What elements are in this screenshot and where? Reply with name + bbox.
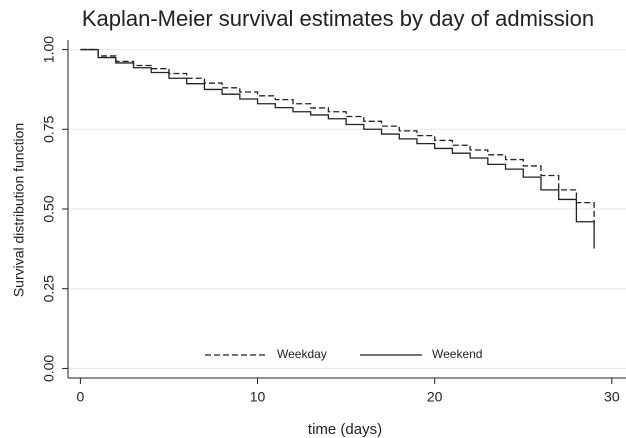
legend-label: Weekend <box>432 347 482 361</box>
y-tick-label: 1.00 <box>41 36 57 63</box>
survival-line <box>80 48 595 249</box>
survival-line <box>80 48 595 225</box>
chart-title: Kaplan-Meier survival estimates by day o… <box>82 6 594 31</box>
x-tick-label: 30 <box>604 389 620 405</box>
y-axis-label: Survival distribution function <box>11 123 27 297</box>
y-tick-label: 0.75 <box>41 115 57 142</box>
y-tick-label: 0.50 <box>41 195 57 222</box>
x-tick-label: 0 <box>77 389 85 405</box>
x-tick-label: 10 <box>250 389 266 405</box>
legend-label: Weekday <box>277 347 327 361</box>
y-tick-label: 0.00 <box>41 355 57 382</box>
x-axis-label: time (days) <box>308 421 382 438</box>
y-tick-label: 0.25 <box>41 275 57 302</box>
x-tick-label: 20 <box>427 389 443 405</box>
